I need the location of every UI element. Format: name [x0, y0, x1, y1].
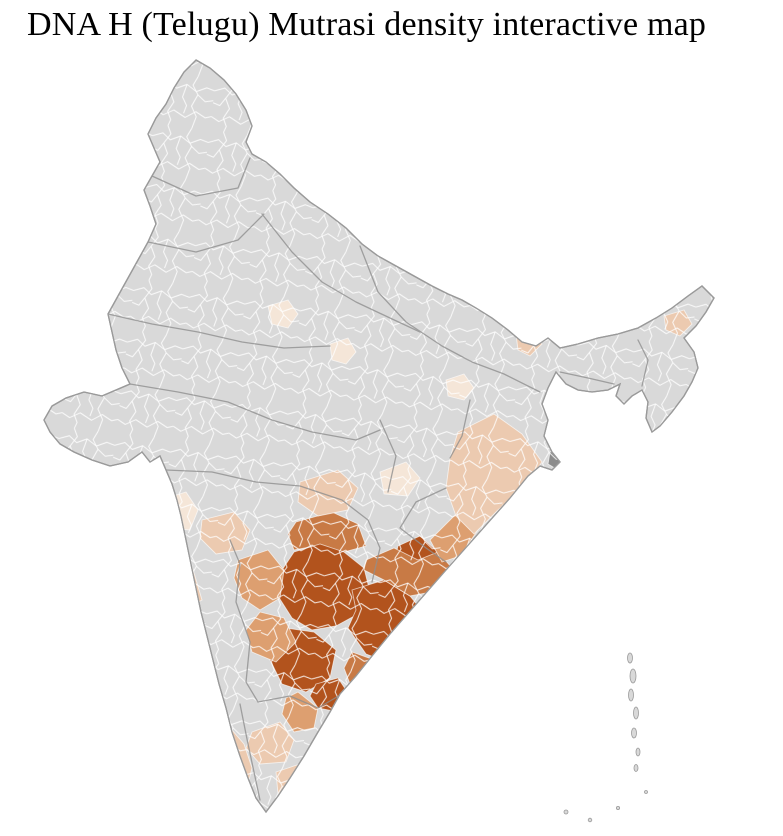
district-boundaries — [44, 60, 714, 812]
island[interactable] — [629, 668, 637, 684]
island[interactable] — [616, 806, 621, 811]
island[interactable] — [627, 652, 633, 664]
state-borders — [107, 157, 649, 801]
island[interactable] — [631, 727, 637, 739]
island[interactable] — [628, 688, 634, 702]
island[interactable] — [644, 790, 648, 794]
southern-islands[interactable] — [563, 790, 648, 823]
island[interactable] — [635, 747, 641, 757]
choropleth-layer — [44, 60, 714, 812]
island[interactable] — [563, 809, 569, 815]
page-title: DNA H (Telugu) Mutrasi density interacti… — [27, 6, 707, 43]
island[interactable] — [633, 764, 639, 772]
island[interactable] — [587, 817, 593, 823]
andaman-islands[interactable] — [627, 652, 641, 772]
island[interactable] — [633, 706, 639, 720]
